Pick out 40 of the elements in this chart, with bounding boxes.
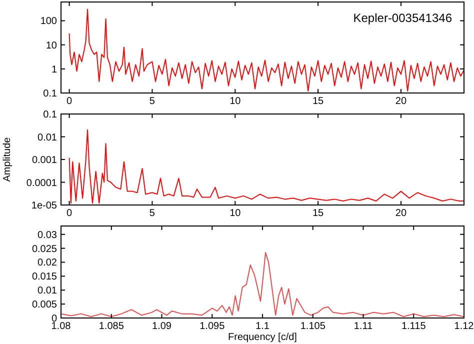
- line-series: [61, 252, 464, 318]
- x-tick-label: 1.095: [200, 321, 226, 332]
- y-tick-label: 0.03: [38, 230, 58, 241]
- x-tick-label: 5: [149, 96, 156, 107]
- x-tick-label: 15: [312, 208, 324, 219]
- x-tick-label: 1.11: [354, 321, 374, 332]
- line-series: [68, 8, 464, 92]
- x-tick-label: 10: [230, 96, 242, 107]
- x-tick-label: 20: [395, 96, 407, 107]
- y-tick-label: 0.1: [43, 88, 58, 100]
- x-tick-label: 0: [66, 208, 73, 219]
- line-series: [68, 129, 464, 204]
- x-tick-label: 5: [149, 208, 156, 219]
- x-tick-label: 15: [312, 96, 324, 107]
- y-tick-label: 0.001: [32, 155, 58, 166]
- y-axis-title: Amplitude: [2, 136, 13, 182]
- x-tick-label: 1.085: [98, 321, 124, 332]
- x-tick-label: 1.115: [401, 321, 426, 332]
- annotation: Kepler-003541346: [353, 11, 452, 25]
- y-tick-label: 100: [40, 16, 58, 28]
- x-tick-label: 0: [66, 96, 73, 107]
- x-tick-label: 10: [230, 208, 242, 219]
- y-tick-label: 0.01: [38, 132, 58, 144]
- y-tick-label: 0.025: [32, 244, 58, 255]
- y-tick-label: 1e-05: [31, 200, 58, 212]
- x-tick-label: 1.09: [152, 321, 172, 332]
- x-tick-label: 1.105: [300, 321, 326, 332]
- x-tick-label: 20: [395, 208, 407, 219]
- y-tick-label: 0.015: [32, 272, 58, 283]
- y-tick-label: 0.01: [38, 286, 58, 297]
- x-axis-title: Frequency [c/d]: [228, 332, 298, 343]
- y-tick-label: 1: [51, 64, 58, 76]
- y-tick-label: 0.0001: [26, 178, 58, 189]
- y-tick-label: 0.005: [32, 300, 58, 311]
- x-tick-label: 1.08: [51, 321, 72, 332]
- y-tick-label: 0.1: [43, 110, 58, 120]
- x-tick-label: 1.1: [256, 321, 270, 332]
- y-tick-label: 0.02: [38, 258, 58, 269]
- y-tick-label: 10: [46, 40, 58, 52]
- x-tick-label: 1.12: [454, 321, 474, 332]
